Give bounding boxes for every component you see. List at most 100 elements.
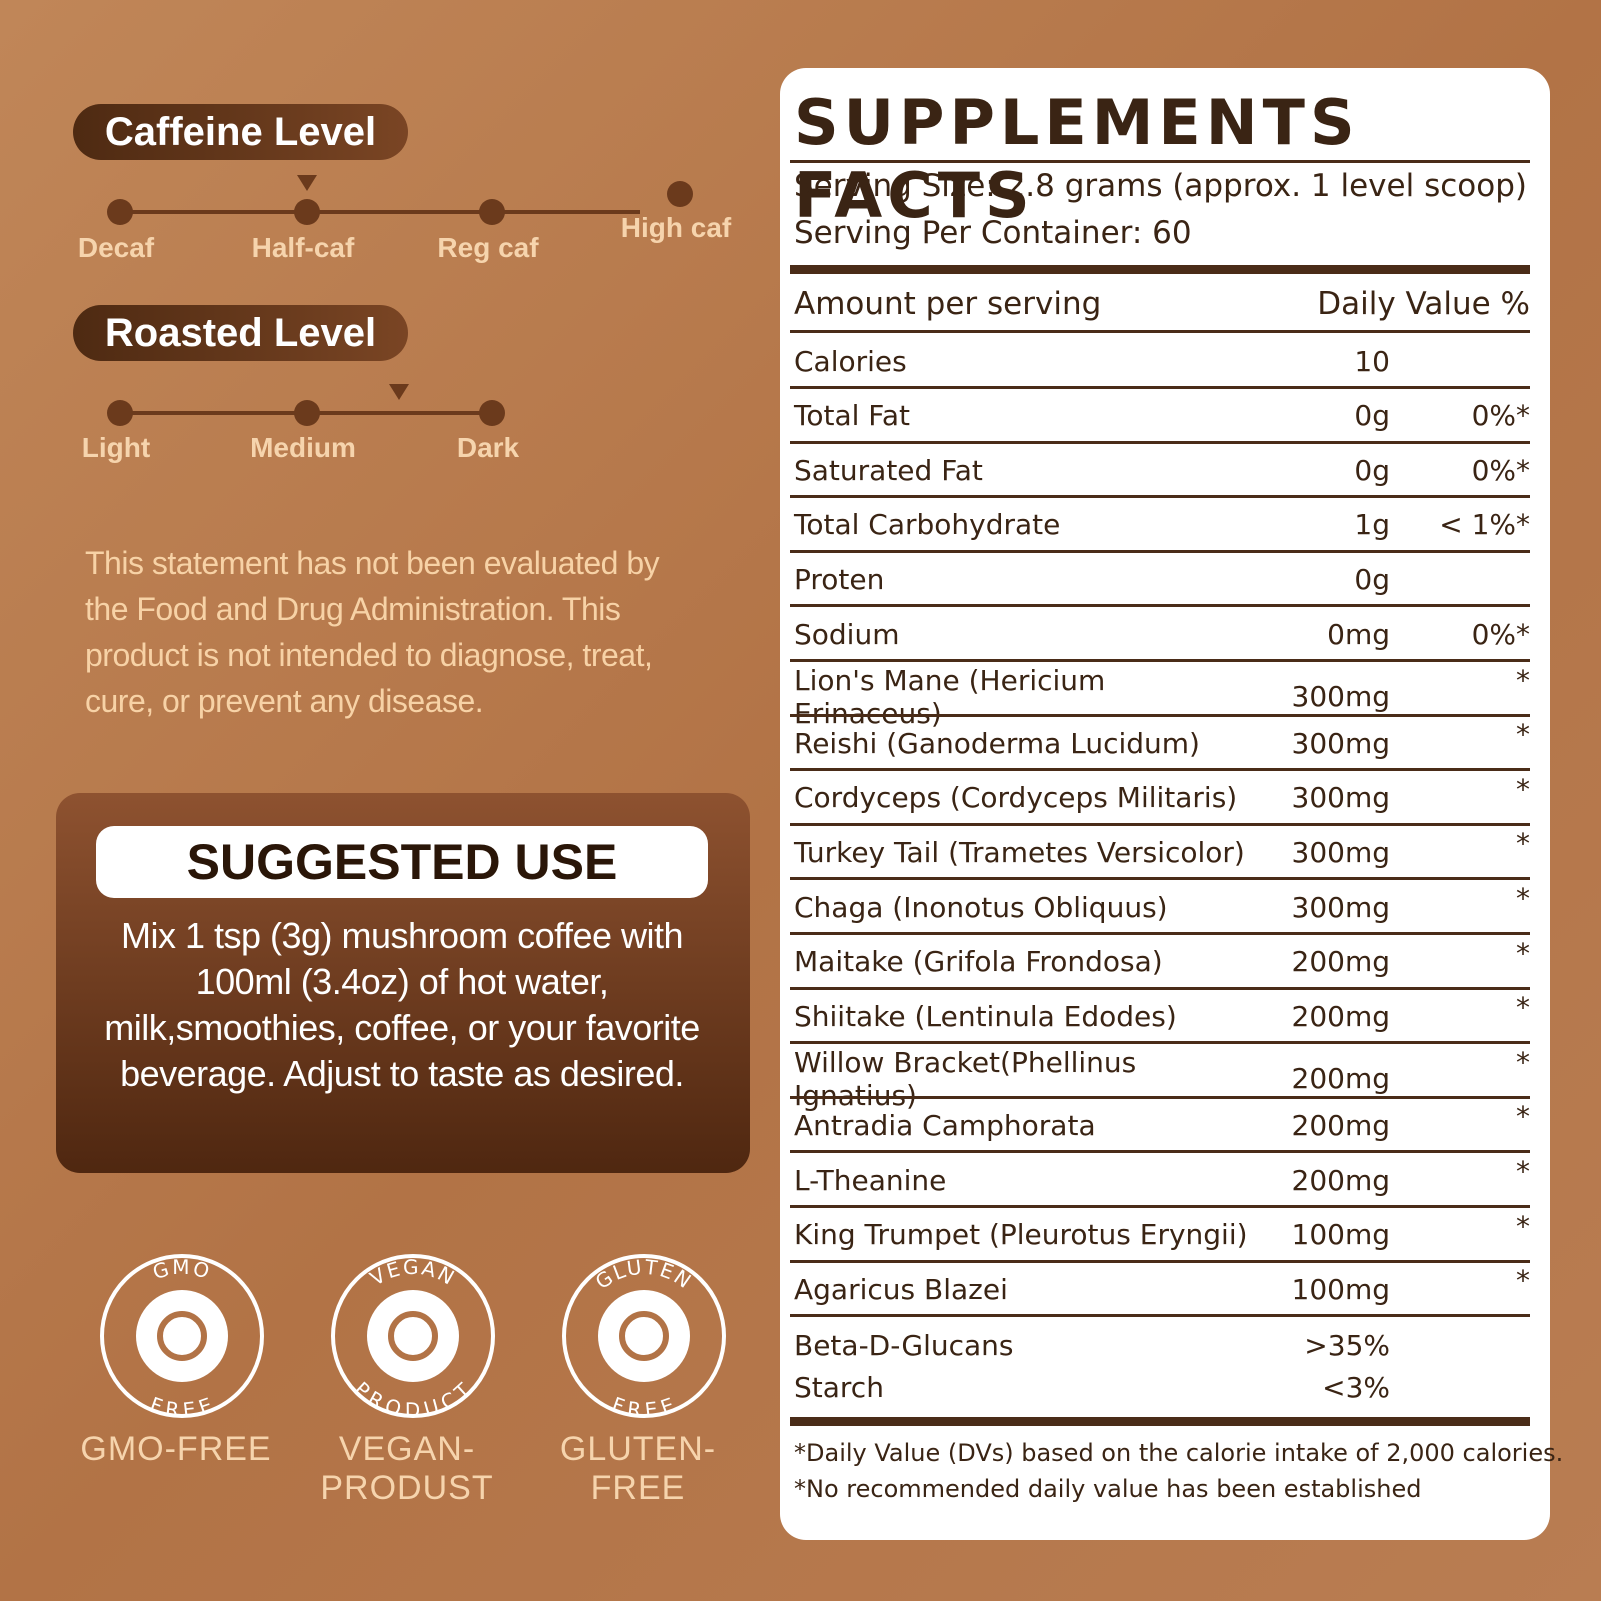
- rule: [790, 768, 1530, 772]
- badge-arc-text: GMO: [150, 1255, 214, 1284]
- amount: 300mg: [1291, 835, 1391, 869]
- amount: 10: [1354, 344, 1390, 378]
- suggested-use-text: Mix 1 tsp (3g) mushroom coffee with 100m…: [104, 915, 700, 1094]
- daily-value: *: [1516, 1264, 1530, 1298]
- nutrient-name: Maitake (Grifola Frondosa): [794, 945, 1163, 979]
- nutrient-name: Turkey Tail (Trametes Versicolor): [794, 835, 1245, 869]
- rule: [790, 386, 1530, 389]
- nutrient-name: Total Carbohydrate: [794, 508, 1061, 542]
- amount: 100mg: [1291, 1272, 1391, 1306]
- amount: 300mg: [1291, 680, 1391, 714]
- level-label: Dark: [456, 432, 520, 463]
- facts-row: Total Fat 0g 0%*: [794, 391, 1530, 441]
- daily-value: *: [1516, 772, 1530, 806]
- badge-arc-label: GLUTEN: [591, 1255, 695, 1294]
- badge-arc-label: FREE: [147, 1392, 215, 1422]
- rule: [790, 1205, 1530, 1208]
- badge-label: VEGAN-PRODUST: [320, 1430, 494, 1507]
- badge-arc-text: FREE: [609, 1392, 679, 1422]
- nutrient-name: Total Fat: [794, 399, 910, 433]
- rule: [790, 1095, 1530, 1099]
- nutrient-name: Calories: [794, 344, 907, 378]
- facts-row: Maitake (Grifola Frondosa) 200mg *: [794, 937, 1530, 987]
- daily-value: 0%*: [1471, 399, 1530, 433]
- daily-value: 0%*: [1471, 617, 1530, 651]
- nutrient-name: Willow Bracket(Phellinus Ignatius): [794, 1045, 1137, 1112]
- facts-row: Saturated Fat 0g 0%*: [794, 445, 1530, 495]
- suggested-use: SUGGESTED USE Mix 1 tsp (3g) mushroom co…: [56, 793, 750, 1173]
- amount: 100mg: [1291, 1218, 1391, 1252]
- facts-row: Turkey Tail (Trametes Versicolor) 300mg *: [794, 827, 1530, 877]
- badge-icon: [388, 1311, 438, 1361]
- badge-ring: [562, 1254, 726, 1418]
- daily-value: *: [1516, 1155, 1530, 1188]
- serving-size: Serving Size: 2.8 grams (approx. 1 level…: [794, 168, 1527, 204]
- daily-value: *: [1516, 882, 1530, 915]
- amount: 300mg: [1291, 890, 1391, 924]
- disclaimer: This statement has not been evaluated by…: [85, 545, 660, 719]
- facts-row: Lion's Mane (Hericium Erinaceus) 300mg *: [794, 664, 1530, 730]
- nutrient-name: Shiitake (Lentinula Edodes): [794, 999, 1177, 1033]
- roast-pointer: [389, 384, 409, 400]
- rule: [790, 1041, 1530, 1045]
- amount: 200mg: [1291, 945, 1391, 979]
- footnote: *Daily Value (DVs) based on the calorie …: [794, 1438, 1564, 1467]
- badge-arc-text: FREE: [147, 1392, 217, 1422]
- daily-value: *: [1516, 991, 1530, 1025]
- level-dot: [667, 181, 693, 207]
- amount: <3%: [1322, 1371, 1390, 1405]
- caffeine-pointer: [297, 175, 317, 191]
- facts-row: Reishi (Ganoderma Lucidum) 300mg *: [794, 718, 1530, 768]
- rule: [790, 330, 1530, 333]
- nutrient-name: Sodium: [794, 617, 900, 651]
- level-dot: [107, 199, 133, 225]
- facts-row: Proten 0g: [794, 554, 1530, 604]
- badge-label: GMO-FREE: [80, 1430, 272, 1468]
- badge-core: [598, 1290, 690, 1382]
- badge-icon: [157, 1311, 207, 1361]
- daily-value: *: [1516, 827, 1530, 861]
- amount: 0mg: [1327, 617, 1390, 651]
- daily-value: *: [1516, 1045, 1530, 1079]
- amount: >35%: [1304, 1329, 1390, 1363]
- facts-row: Shiitake (Lentinula Edodes) 200mg *: [794, 991, 1530, 1041]
- rule: [790, 160, 1530, 163]
- level-dot: [294, 199, 320, 225]
- level-dot: [294, 400, 320, 426]
- facts-header: Amount per serving % Daily Value: [794, 278, 1530, 330]
- nutrient-name: Beta-D-Glucans: [794, 1329, 1014, 1363]
- nutrient-name: Agaricus Blazei: [794, 1272, 1008, 1306]
- facts-row: Total Carbohydrate 1g < 1%*: [794, 500, 1530, 550]
- nutrient-name: Antradia Camphorata: [794, 1108, 1096, 1142]
- facts-row: King Trumpet (Pleurotus Eryngii) 100mg *: [794, 1210, 1530, 1260]
- daily-value: *: [1516, 1100, 1530, 1134]
- rule: [790, 549, 1530, 553]
- rule: [790, 986, 1530, 990]
- badge-arc-text: GLUTEN: [591, 1255, 697, 1294]
- level-label: Light: [81, 432, 151, 463]
- facts-row: Starch <3%: [794, 1367, 1530, 1409]
- servings: Serving Per Container: 60: [794, 215, 1192, 251]
- badge-ring: [331, 1254, 495, 1418]
- daily-value: 0%*: [1471, 453, 1530, 487]
- facts-row: L-Theanine 200mg *: [794, 1155, 1530, 1205]
- badge-arc-label: GMO: [150, 1255, 212, 1284]
- amount: 1g: [1354, 508, 1390, 542]
- footnote: *No recommended daily value has been est…: [794, 1474, 1422, 1503]
- badge-icon: [619, 1311, 669, 1361]
- amount: 0g: [1354, 399, 1390, 433]
- level-label: Reg caf: [437, 232, 539, 263]
- badge-arc-text: PRODUCT: [350, 1377, 477, 1422]
- amount: 0g: [1354, 562, 1390, 596]
- rule: [790, 932, 1530, 935]
- amount: 300mg: [1291, 781, 1391, 815]
- rule: [790, 265, 1530, 274]
- facts-row: Chaga (Inonotus Obliquus) 300mg *: [794, 882, 1530, 932]
- facts-row: Agaricus Blazei 100mg *: [794, 1264, 1530, 1314]
- facts-card: SUPPLEMENTS FACTS Serving Size: 2.8 gram…: [780, 68, 1563, 1540]
- rule: [790, 659, 1530, 662]
- badge-ring: [100, 1254, 264, 1418]
- rule: [790, 440, 1530, 444]
